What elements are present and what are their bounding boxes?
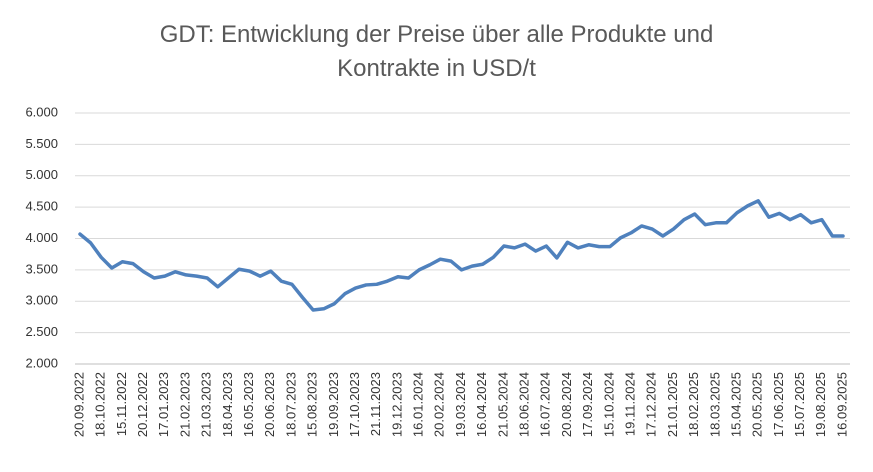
x-tick-label: 15.10.2024 (601, 372, 616, 437)
x-tick-label: 15.08.2023 (305, 372, 320, 437)
x-tick-label: 19.08.2025 (813, 372, 828, 437)
x-tick-label: 16.05.2023 (241, 372, 256, 437)
x-tick-label: 21.02.2023 (177, 372, 192, 437)
x-tick-label: 17.12.2024 (644, 372, 659, 437)
x-tick-label: 20.05.2025 (750, 372, 765, 437)
x-tick-label: 21.01.2025 (665, 372, 680, 437)
x-tick-label: 17.01.2023 (156, 372, 171, 437)
x-tick-label: 15.11.2022 (114, 372, 129, 436)
x-tick-label: 21.11.2023 (368, 372, 383, 436)
y-tick-label: 4.000 (25, 230, 58, 245)
x-tick-label: 20.02.2024 (432, 372, 447, 437)
y-tick-label: 2.500 (25, 324, 58, 339)
x-tick-label: 15.04.2025 (728, 372, 743, 437)
x-tick-label: 18.06.2024 (517, 372, 532, 437)
x-tick-label: 16.07.2024 (538, 372, 553, 437)
x-tick-label: 18.07.2023 (283, 372, 298, 437)
x-tick-label: 17.10.2023 (347, 372, 362, 437)
y-tick-label: 3.500 (25, 261, 58, 276)
x-tick-label: 16.04.2024 (474, 372, 489, 437)
x-tick-label: 19.09.2023 (326, 372, 341, 437)
x-tick-label: 18.02.2025 (686, 372, 701, 437)
y-tick-label: 6.000 (25, 104, 58, 119)
x-tick-label: 19.11.2024 (622, 372, 637, 436)
x-tick-label: 17.06.2025 (771, 372, 786, 437)
x-tick-label: 20.06.2023 (262, 372, 277, 437)
x-tick-label: 16.01.2024 (411, 372, 426, 437)
y-tick-label: 5.500 (25, 136, 58, 151)
y-tick-label: 2.000 (25, 355, 58, 370)
x-tick-label: 21.05.2024 (495, 372, 510, 437)
x-tick-label: 18.03.2025 (707, 372, 722, 437)
x-tick-label: 20.12.2022 (135, 372, 150, 437)
x-tick-label: 15.07.2025 (792, 372, 807, 437)
y-tick-label: 4.500 (25, 199, 58, 214)
chart-title: GDT: Entwicklung der Preise über alle Pr… (159, 21, 714, 82)
x-tick-label: 16.09.2025 (834, 372, 849, 437)
y-tick-label: 3.000 (25, 293, 58, 308)
y-tick-label: 5.000 (25, 167, 58, 182)
x-tick-label: 19.03.2024 (453, 372, 468, 437)
x-tick-label: 21.03.2023 (199, 372, 214, 437)
x-tick-label: 20.08.2024 (559, 372, 574, 437)
x-tick-label: 17.09.2024 (580, 372, 595, 437)
x-tick-label: 18.10.2022 (93, 372, 108, 437)
x-tick-label: 20.09.2022 (71, 372, 86, 437)
x-tick-label: 19.12.2023 (389, 372, 404, 437)
data-line (78, 199, 845, 312)
x-tick-label: 18.04.2023 (220, 372, 235, 437)
